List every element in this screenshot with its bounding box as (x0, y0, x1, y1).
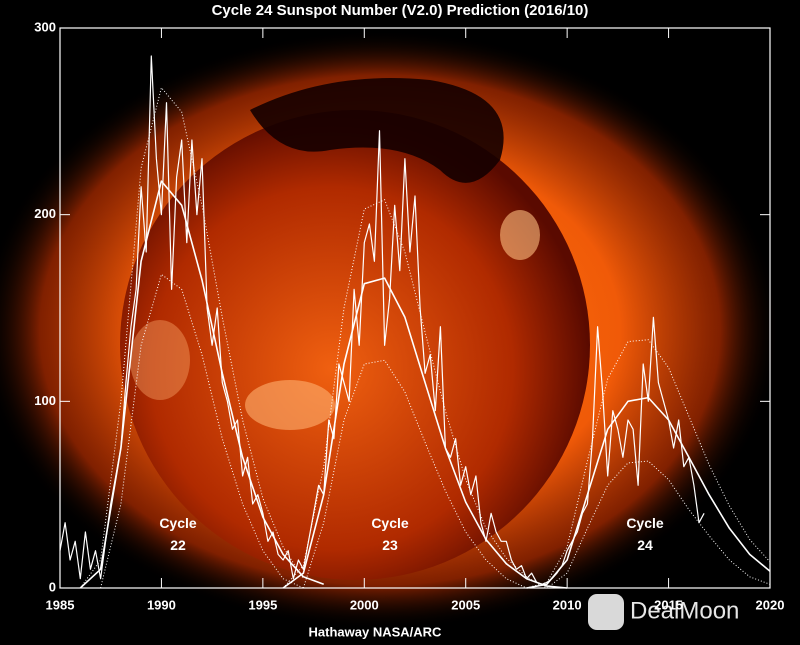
credit: Hathaway NASA/ARC (309, 624, 443, 639)
x-tick-label: 2000 (350, 597, 379, 612)
y-tick-label: 100 (34, 393, 56, 408)
series-line (79, 180, 324, 589)
series-line (302, 359, 527, 589)
x-tick-label: 1995 (248, 597, 277, 612)
cycle-label: Cycle 22 (159, 515, 197, 553)
y-tick-label: 300 (34, 19, 56, 34)
chart-title: Cycle 24 Sunspot Number (V2.0) Predictio… (212, 2, 589, 19)
y-tick-label: 0 (49, 579, 56, 594)
series-line (526, 339, 771, 589)
coronal-hole (250, 78, 504, 183)
series-line (59, 55, 705, 585)
logo-icon (588, 594, 624, 630)
plot-frame (59, 27, 771, 589)
x-tick-label: 1990 (147, 597, 176, 612)
series-line (546, 460, 771, 589)
x-tick-label: 1985 (46, 597, 75, 612)
series-line (282, 199, 548, 589)
bright-region (130, 320, 190, 400)
sun-disk (120, 110, 590, 580)
x-tick-label: 2020 (756, 597, 785, 612)
series-line (282, 277, 568, 589)
series-line (526, 396, 771, 589)
cycle-label: Cycle 23 (371, 515, 409, 553)
y-tick-label: 200 (34, 206, 56, 221)
x-tick-label: 2005 (451, 597, 480, 612)
cycle-label: Cycle 24 (626, 515, 664, 553)
bright-region (500, 210, 540, 260)
bright-region (245, 380, 335, 430)
watermark: DealMoon (630, 597, 739, 624)
x-tick-label: 2010 (553, 597, 582, 612)
x-tick-label: 2015 (654, 597, 683, 612)
